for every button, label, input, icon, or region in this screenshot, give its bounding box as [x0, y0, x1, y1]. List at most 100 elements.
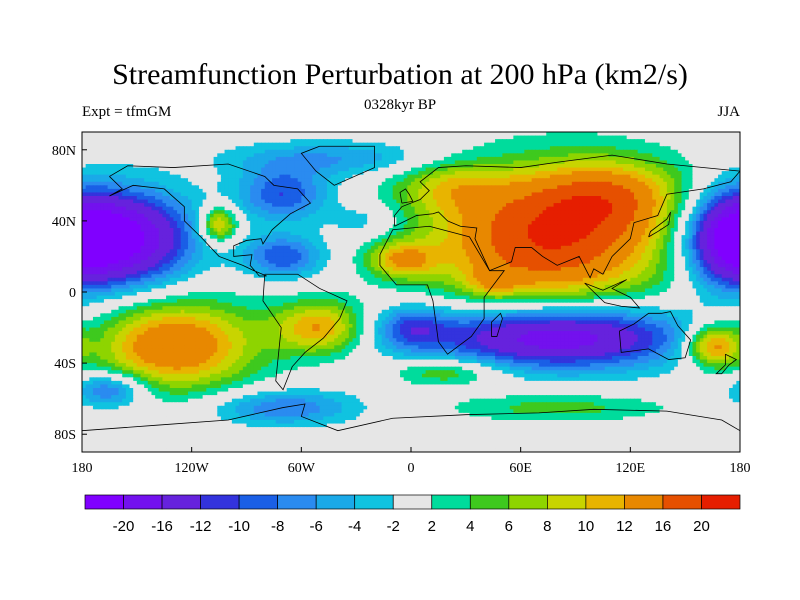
field-cell	[619, 146, 624, 151]
field-cell	[89, 220, 94, 226]
field-cell	[133, 224, 138, 229]
field-cell	[177, 164, 182, 169]
field-cell	[114, 164, 120, 169]
field-cell	[604, 199, 609, 204]
field-cell	[531, 213, 536, 218]
field-cell	[429, 164, 434, 169]
field-cell	[136, 192, 142, 197]
field-cell	[381, 188, 387, 194]
field-cell	[403, 156, 408, 162]
field-cell	[195, 139, 200, 144]
field-cell	[125, 149, 131, 154]
field-cell	[553, 132, 558, 137]
field-cell	[111, 164, 116, 169]
field-cell	[334, 217, 339, 222]
field-cell	[374, 178, 379, 183]
field-cell	[495, 146, 500, 151]
field-cell	[195, 220, 200, 226]
field-cell	[341, 153, 346, 158]
field-cell	[144, 220, 149, 226]
field-cell	[370, 153, 376, 158]
field-cell	[400, 153, 405, 158]
field-cell	[348, 132, 354, 137]
field-cell	[710, 188, 716, 194]
field-cell	[301, 213, 306, 218]
field-cell	[82, 149, 87, 154]
field-cell	[184, 199, 189, 204]
field-cell	[301, 188, 306, 194]
field-cell	[151, 181, 156, 186]
field-cell	[436, 199, 441, 204]
field-cell	[590, 206, 595, 211]
field-cell	[155, 149, 160, 154]
field-cell	[630, 153, 635, 158]
field-cell	[400, 167, 405, 172]
field-cell	[710, 217, 716, 222]
field-cell	[696, 217, 701, 222]
field-cell	[531, 217, 536, 222]
field-cell	[140, 181, 145, 186]
field-cell	[560, 199, 566, 204]
field-cell	[250, 188, 255, 194]
field-cell	[202, 149, 207, 154]
field-cell	[586, 220, 591, 226]
field-cell	[564, 196, 569, 201]
field-cell	[144, 160, 149, 165]
field-cell	[502, 199, 507, 204]
field-cell	[579, 220, 584, 226]
field-cell	[480, 174, 485, 179]
field-cell	[696, 210, 701, 215]
field-cell	[626, 142, 631, 147]
field-cell	[228, 213, 233, 218]
field-cell	[626, 206, 631, 211]
field-cell	[411, 217, 416, 222]
field-cell	[524, 185, 529, 190]
field-cell	[615, 206, 620, 211]
field-cell	[432, 178, 438, 183]
field-cell	[601, 142, 606, 147]
field-cell	[476, 149, 482, 154]
field-cell	[436, 139, 441, 144]
field-cell	[520, 164, 525, 169]
field-cell	[688, 146, 694, 151]
field-cell	[451, 174, 456, 179]
field-cell	[246, 224, 251, 229]
field-cell	[465, 167, 471, 172]
field-cell	[242, 178, 248, 183]
field-cell	[268, 135, 273, 140]
field-cell	[619, 171, 624, 176]
field-cell	[89, 228, 94, 233]
field-cell	[341, 174, 346, 179]
field-cell	[568, 181, 573, 186]
field-cell	[549, 224, 555, 229]
field-cell	[674, 178, 679, 183]
field-cell	[473, 132, 478, 137]
field-cell	[195, 167, 200, 172]
field-cell	[425, 160, 430, 165]
field-cell	[630, 224, 635, 229]
field-cell	[542, 181, 547, 186]
field-cell	[593, 206, 599, 211]
field-cell	[385, 132, 390, 137]
field-cell	[549, 199, 555, 204]
field-cell	[209, 199, 215, 204]
field-cell	[158, 220, 164, 226]
field-cell	[564, 135, 569, 140]
field-cell	[520, 181, 525, 186]
field-cell	[206, 199, 211, 204]
field-cell	[648, 199, 653, 204]
field-cell	[286, 139, 291, 144]
field-cell	[685, 217, 690, 222]
field-cell	[396, 135, 401, 140]
field-cell	[151, 224, 156, 229]
field-cell	[527, 188, 533, 194]
field-cell	[597, 153, 602, 158]
field-cell	[400, 213, 405, 218]
field-cell	[425, 220, 430, 226]
field-cell	[429, 153, 434, 158]
field-cell	[301, 192, 306, 197]
field-cell	[122, 224, 127, 229]
field-cell	[166, 181, 171, 186]
field-cell	[118, 220, 123, 226]
field-cell	[641, 217, 646, 222]
